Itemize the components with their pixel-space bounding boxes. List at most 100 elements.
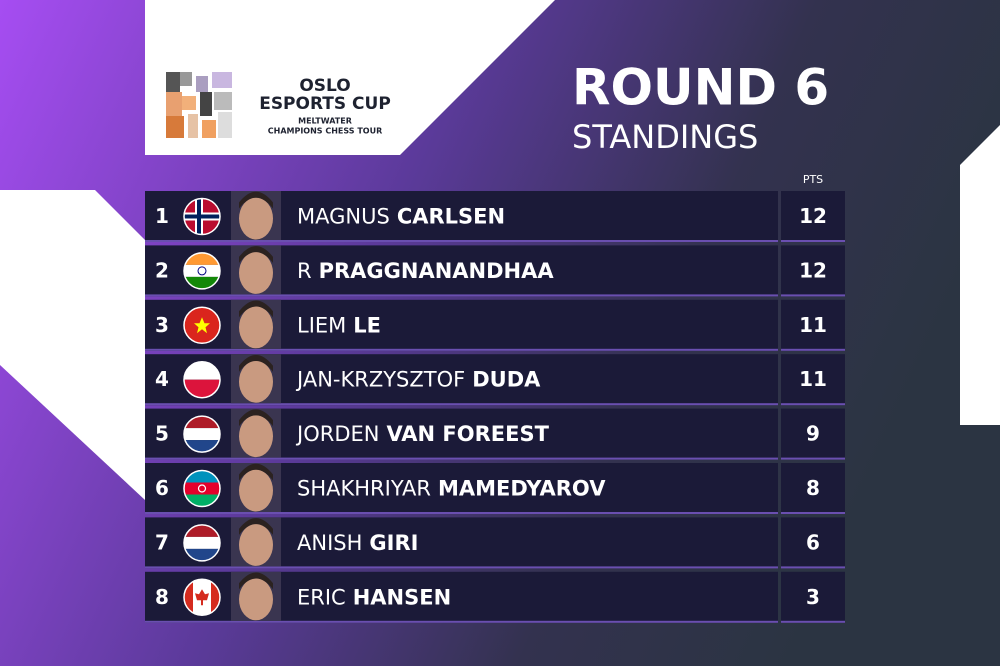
points: 6 [806, 530, 820, 554]
subtitle: STANDINGS [572, 118, 758, 156]
flag [184, 307, 220, 344]
player-name: SHAKHRIYAR MAMEDYAROV [297, 477, 606, 501]
first-name: LIEM [297, 313, 346, 337]
points-cell [781, 354, 845, 406]
flag-ring [183, 360, 221, 399]
standings: 1 MAGNUS CARLSEN 122 R PRAGGNANANDHAA 123 LIEM L… [145, 191, 845, 623]
rank: 2 [155, 258, 169, 282]
player-hair [239, 518, 273, 535]
logo-text: OSLO [299, 76, 350, 96]
title: ROUND 6 [572, 59, 829, 117]
player-name: R PRAGGNANANDHAA [297, 259, 554, 283]
standings-row: 5 JORDEN VAN FOREEST 9 [145, 408, 845, 460]
flag [184, 579, 220, 616]
player-name: JORDEN VAN FOREEST [295, 422, 550, 446]
points: 3 [806, 585, 820, 609]
player-hair [239, 463, 273, 481]
points-underline [781, 294, 845, 297]
player-hair [239, 409, 273, 427]
points-underline [781, 240, 845, 242]
standings-row: 3 LIEM LE 11 [145, 299, 845, 351]
points-cell [781, 463, 845, 514]
last-name: CARLSEN [397, 205, 505, 229]
row-underline [145, 620, 778, 623]
logo-text: ESPORTS CUP [259, 94, 391, 114]
flag [184, 361, 220, 398]
points: 11 [799, 367, 827, 391]
player-hair [239, 191, 273, 209]
points-cell [781, 299, 845, 351]
standings-row: 1 MAGNUS CARLSEN 12 [145, 191, 845, 242]
player-face [239, 523, 273, 566]
points: 9 [806, 422, 820, 446]
points-underline [781, 566, 845, 569]
flag-ring [183, 524, 221, 562]
last-name: MAMEDYAROV [438, 477, 606, 501]
flag-ring [183, 415, 221, 453]
player-name: JAN-KRZYSZTOF DUDA [295, 368, 541, 392]
points-header: PTS [803, 173, 823, 186]
last-name: PRAGGNANANDHAA [319, 259, 555, 283]
row-underline [145, 348, 778, 351]
player-hair [239, 572, 273, 590]
points-cell [781, 191, 845, 242]
flag-ring [183, 578, 221, 617]
rank: 8 [155, 585, 169, 609]
standings-row: 8 ERIC HANSEN 3 [145, 571, 845, 623]
flag [184, 198, 220, 235]
row-underline [145, 457, 778, 460]
player-face [239, 360, 273, 403]
player-name: MAGNUS CARLSEN [297, 205, 505, 229]
first-name: ERIC [297, 585, 346, 609]
points: 11 [799, 313, 827, 337]
player-face [239, 197, 273, 240]
player-name: ANISH GIRI [297, 531, 418, 555]
rank: 6 [155, 476, 169, 500]
first-name: SHAKHRIYAR [297, 477, 431, 501]
row-underline [145, 240, 778, 242]
rank: 7 [155, 530, 169, 554]
points: 12 [799, 258, 827, 282]
player-face [239, 251, 273, 294]
flag-ring [183, 197, 221, 236]
first-name: R [297, 259, 312, 283]
standings-row: 4 JAN-KRZYSZTOF DUDA 11 [145, 354, 845, 406]
flag-ring [183, 252, 221, 290]
points-cell [781, 571, 845, 623]
first-name: MAGNUS [297, 205, 390, 229]
row-underline [145, 566, 778, 569]
player-face [239, 415, 273, 458]
last-name: VAN FOREEST [386, 422, 549, 446]
standings-row: 7 ANISH GIRI 6 [145, 517, 845, 569]
player-face [239, 306, 273, 349]
points-underline [781, 512, 845, 514]
white-shape-left [0, 190, 145, 500]
rank: 5 [155, 422, 169, 446]
points-underline [781, 457, 845, 460]
rank: 1 [155, 204, 169, 228]
last-name: HANSEN [353, 585, 451, 609]
standings-row: 2 R PRAGGNANANDHAA 12 [145, 245, 845, 297]
points-underline [781, 348, 845, 351]
row-underline [145, 403, 778, 406]
standings-row: 6 SHAKHRIYAR MAMEDYAROV 8 [145, 463, 845, 514]
logo-text: MELTWATER [298, 117, 352, 126]
points-cell [781, 245, 845, 297]
player-hair [239, 300, 273, 318]
flag-ring [183, 306, 221, 345]
last-name: GIRI [369, 531, 418, 555]
last-name: LE [353, 313, 381, 337]
rank: 4 [155, 367, 169, 391]
points-underline [781, 620, 845, 623]
player-face [239, 469, 273, 512]
player-face [239, 578, 273, 621]
logo-text: CHAMPIONS CHESS TOUR [268, 127, 383, 136]
row-underline [145, 512, 778, 514]
row-underline [145, 294, 778, 297]
points-cell [781, 408, 845, 460]
player-hair [239, 246, 273, 263]
player-name: ERIC HANSEN [297, 585, 451, 609]
rank: 3 [155, 313, 169, 337]
